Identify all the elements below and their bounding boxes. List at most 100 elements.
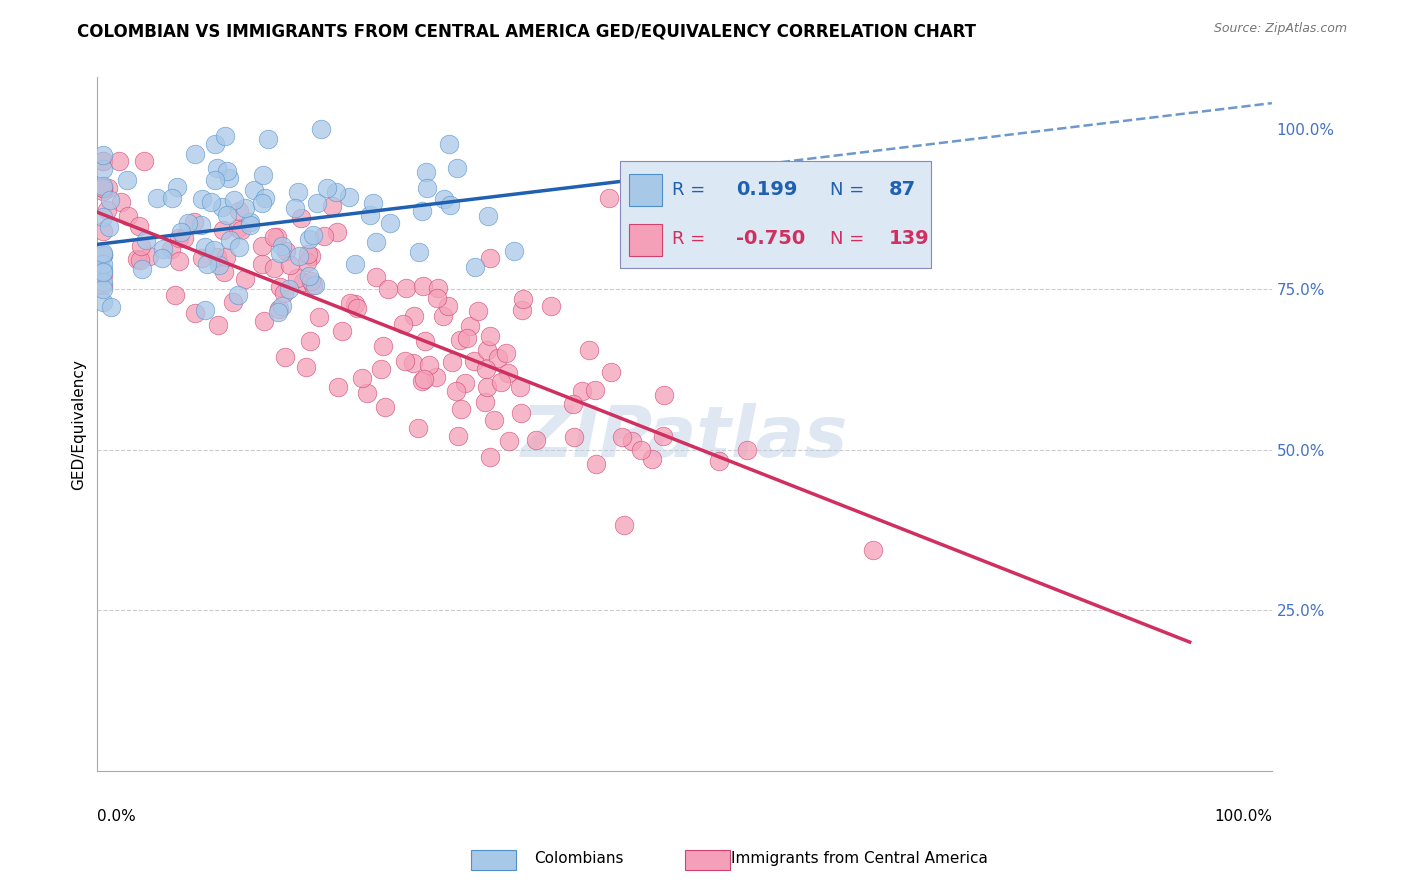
Point: [464, 260, 486, 274]
Point: [456, 331, 478, 345]
Point: [374, 400, 396, 414]
Point: [425, 291, 447, 305]
Point: [270, 299, 292, 313]
Point: [193, 240, 215, 254]
Point: [299, 249, 322, 263]
Point: [862, 543, 884, 558]
Point: [117, 210, 139, 224]
Point: [316, 181, 339, 195]
Point: [214, 129, 236, 144]
Point: [630, 442, 652, 457]
Point: [495, 346, 517, 360]
Point: [207, 318, 229, 332]
Point: [356, 385, 378, 400]
Point: [228, 288, 250, 302]
Point: [330, 324, 353, 338]
Point: [325, 225, 347, 239]
Point: [218, 171, 240, 186]
Point: [195, 257, 218, 271]
Point: [138, 249, 160, 263]
Point: [482, 413, 505, 427]
Point: [377, 282, 399, 296]
Text: N =: N =: [831, 230, 865, 248]
Point: [214, 265, 236, 279]
Point: [91, 268, 114, 283]
Point: [284, 202, 307, 216]
Point: [162, 191, 184, 205]
Point: [166, 179, 188, 194]
Point: [91, 162, 114, 177]
Point: [463, 353, 485, 368]
Point: [439, 198, 461, 212]
Point: [97, 181, 120, 195]
Point: [217, 164, 239, 178]
Point: [224, 193, 246, 207]
Point: [110, 194, 132, 209]
Point: [413, 372, 436, 386]
Text: -0.750: -0.750: [737, 229, 806, 249]
Point: [163, 288, 186, 302]
Point: [273, 286, 295, 301]
Text: 0.199: 0.199: [737, 180, 797, 199]
Point: [578, 343, 600, 357]
Point: [91, 248, 114, 262]
Point: [652, 428, 675, 442]
Point: [412, 279, 434, 293]
Point: [298, 268, 321, 283]
Point: [146, 190, 169, 204]
Point: [128, 219, 150, 233]
Point: [395, 281, 418, 295]
Point: [96, 202, 118, 217]
Point: [288, 249, 311, 263]
Point: [475, 362, 498, 376]
Point: [91, 275, 114, 289]
Point: [302, 228, 325, 243]
Point: [250, 257, 273, 271]
Point: [380, 216, 402, 230]
Point: [415, 181, 437, 195]
Point: [394, 353, 416, 368]
Point: [183, 215, 205, 229]
Point: [344, 297, 367, 311]
Point: [477, 343, 499, 358]
Point: [295, 254, 318, 268]
Point: [219, 233, 242, 247]
Point: [437, 299, 460, 313]
Text: 100.0%: 100.0%: [1213, 809, 1272, 824]
Point: [298, 232, 321, 246]
Point: [91, 265, 114, 279]
Y-axis label: GED/Equivalency: GED/Equivalency: [72, 359, 86, 490]
Point: [212, 223, 235, 237]
Point: [474, 394, 496, 409]
Point: [337, 190, 360, 204]
Point: [411, 204, 433, 219]
Point: [370, 361, 392, 376]
Point: [235, 272, 257, 286]
Point: [132, 153, 155, 168]
Point: [129, 238, 152, 252]
Point: [97, 220, 120, 235]
Point: [447, 429, 470, 443]
Point: [250, 196, 273, 211]
Point: [450, 401, 472, 416]
Point: [290, 211, 312, 225]
Point: [479, 328, 502, 343]
Point: [127, 252, 149, 266]
Point: [278, 258, 301, 272]
Point: [707, 454, 730, 468]
Point: [115, 173, 138, 187]
Point: [131, 262, 153, 277]
Point: [204, 172, 226, 186]
Point: [250, 239, 273, 253]
Point: [252, 168, 274, 182]
Point: [392, 317, 415, 331]
Point: [458, 319, 481, 334]
Point: [263, 261, 285, 276]
Point: [350, 371, 373, 385]
Point: [191, 192, 214, 206]
Point: [91, 211, 114, 225]
Point: [585, 457, 607, 471]
Point: [449, 334, 471, 348]
Point: [91, 263, 114, 277]
Point: [510, 302, 533, 317]
